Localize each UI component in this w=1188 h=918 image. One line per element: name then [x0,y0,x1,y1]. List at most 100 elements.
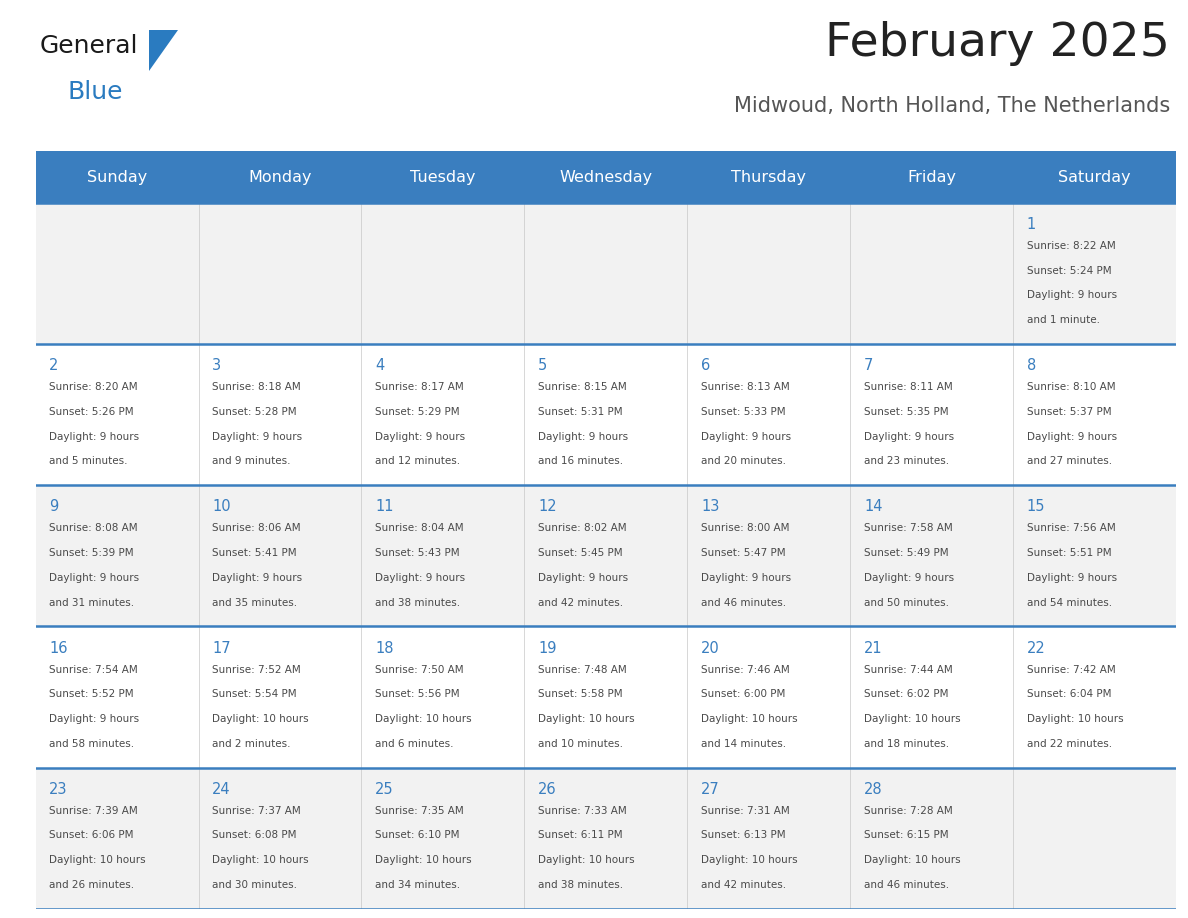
Text: Midwoud, North Holland, The Netherlands: Midwoud, North Holland, The Netherlands [734,95,1170,116]
Text: and 46 minutes.: and 46 minutes. [864,879,949,890]
Text: Sunset: 6:04 PM: Sunset: 6:04 PM [1026,689,1112,700]
Text: Sunrise: 8:17 AM: Sunrise: 8:17 AM [375,382,465,392]
Text: and 31 minutes.: and 31 minutes. [50,598,134,608]
Bar [36,151,198,203]
Text: and 16 minutes.: and 16 minutes. [538,456,624,466]
Text: 8: 8 [1026,358,1036,374]
Text: Sunset: 5:24 PM: Sunset: 5:24 PM [1026,266,1112,275]
Bar [688,151,851,203]
Text: Daylight: 9 hours: Daylight: 9 hours [538,431,628,442]
Text: Daylight: 9 hours: Daylight: 9 hours [213,431,303,442]
Text: Sunrise: 8:04 AM: Sunrise: 8:04 AM [375,523,463,533]
Text: 14: 14 [864,499,883,514]
Text: and 34 minutes.: and 34 minutes. [375,879,460,890]
Text: Sunset: 5:39 PM: Sunset: 5:39 PM [50,548,134,558]
Text: 21: 21 [864,641,883,655]
Text: and 27 minutes.: and 27 minutes. [1026,456,1112,466]
Text: and 2 minutes.: and 2 minutes. [213,739,291,749]
Text: Sunset: 6:13 PM: Sunset: 6:13 PM [701,831,785,841]
Text: Sunrise: 8:18 AM: Sunrise: 8:18 AM [213,382,301,392]
Text: and 38 minutes.: and 38 minutes. [375,598,460,608]
Bar [36,767,1176,909]
Text: and 20 minutes.: and 20 minutes. [701,456,786,466]
Text: Sunrise: 8:13 AM: Sunrise: 8:13 AM [701,382,790,392]
Text: Sunset: 5:49 PM: Sunset: 5:49 PM [864,548,948,558]
Text: and 18 minutes.: and 18 minutes. [864,739,949,749]
Text: Sunrise: 7:37 AM: Sunrise: 7:37 AM [213,806,301,816]
Text: Sunset: 6:15 PM: Sunset: 6:15 PM [864,831,948,841]
Text: Daylight: 9 hours: Daylight: 9 hours [50,714,139,724]
Text: Sunset: 5:31 PM: Sunset: 5:31 PM [538,407,623,417]
Text: Daylight: 10 hours: Daylight: 10 hours [538,714,634,724]
Text: 26: 26 [538,782,557,797]
Text: Daylight: 10 hours: Daylight: 10 hours [538,856,634,865]
Text: General: General [39,34,138,59]
Text: Tuesday: Tuesday [410,170,475,185]
Text: Saturday: Saturday [1059,170,1131,185]
Text: 12: 12 [538,499,557,514]
Text: and 12 minutes.: and 12 minutes. [375,456,460,466]
Text: Sunrise: 7:31 AM: Sunrise: 7:31 AM [701,806,790,816]
Text: Sunrise: 7:33 AM: Sunrise: 7:33 AM [538,806,627,816]
Text: Sunset: 6:08 PM: Sunset: 6:08 PM [213,831,297,841]
Text: 28: 28 [864,782,883,797]
Text: Thursday: Thursday [732,170,807,185]
Text: Sunrise: 7:46 AM: Sunrise: 7:46 AM [701,665,790,675]
Text: Wednesday: Wednesday [560,170,652,185]
Text: Sunrise: 7:39 AM: Sunrise: 7:39 AM [50,806,138,816]
Text: 6: 6 [701,358,710,374]
Text: Daylight: 9 hours: Daylight: 9 hours [701,431,791,442]
Text: and 10 minutes.: and 10 minutes. [538,739,623,749]
Text: Sunrise: 8:11 AM: Sunrise: 8:11 AM [864,382,953,392]
Text: 13: 13 [701,499,720,514]
Text: Daylight: 10 hours: Daylight: 10 hours [375,714,472,724]
Bar [851,151,1013,203]
Text: Sunrise: 8:22 AM: Sunrise: 8:22 AM [1026,241,1116,252]
Text: 20: 20 [701,641,720,655]
Text: and 23 minutes.: and 23 minutes. [864,456,949,466]
Text: Monday: Monday [248,170,311,185]
Text: Daylight: 9 hours: Daylight: 9 hours [1026,573,1117,583]
Text: Sunset: 5:52 PM: Sunset: 5:52 PM [50,689,134,700]
Text: 25: 25 [375,782,393,797]
Text: Sunset: 5:47 PM: Sunset: 5:47 PM [701,548,785,558]
Bar [36,626,1176,767]
Text: Sunset: 5:45 PM: Sunset: 5:45 PM [538,548,623,558]
Text: 18: 18 [375,641,393,655]
Text: Daylight: 9 hours: Daylight: 9 hours [375,431,466,442]
Text: and 38 minutes.: and 38 minutes. [538,879,624,890]
Text: Daylight: 9 hours: Daylight: 9 hours [864,431,954,442]
Text: and 42 minutes.: and 42 minutes. [538,598,624,608]
Text: Sunrise: 7:48 AM: Sunrise: 7:48 AM [538,665,627,675]
Bar [1013,151,1176,203]
Text: 15: 15 [1026,499,1045,514]
Text: and 54 minutes.: and 54 minutes. [1026,598,1112,608]
Text: and 1 minute.: and 1 minute. [1026,315,1100,325]
Bar [524,151,688,203]
Text: 4: 4 [375,358,385,374]
Text: and 22 minutes.: and 22 minutes. [1026,739,1112,749]
Text: and 30 minutes.: and 30 minutes. [213,879,297,890]
Text: Sunset: 6:00 PM: Sunset: 6:00 PM [701,689,785,700]
Text: 19: 19 [538,641,557,655]
Text: 9: 9 [50,499,58,514]
Text: February 2025: February 2025 [826,21,1170,66]
Bar [361,151,524,203]
Text: 5: 5 [538,358,548,374]
Text: 22: 22 [1026,641,1045,655]
Text: Daylight: 10 hours: Daylight: 10 hours [1026,714,1124,724]
Text: Sunrise: 8:20 AM: Sunrise: 8:20 AM [50,382,138,392]
Text: Blue: Blue [68,80,124,104]
Text: Sunset: 5:43 PM: Sunset: 5:43 PM [375,548,460,558]
Text: and 58 minutes.: and 58 minutes. [50,739,134,749]
Text: Sunset: 6:10 PM: Sunset: 6:10 PM [375,831,460,841]
Text: Daylight: 9 hours: Daylight: 9 hours [50,431,139,442]
Text: 7: 7 [864,358,873,374]
Text: Sunset: 5:33 PM: Sunset: 5:33 PM [701,407,785,417]
Text: Sunrise: 7:50 AM: Sunrise: 7:50 AM [375,665,463,675]
Text: 2: 2 [50,358,58,374]
Text: Sunset: 5:56 PM: Sunset: 5:56 PM [375,689,460,700]
Text: Daylight: 10 hours: Daylight: 10 hours [864,714,961,724]
Text: 10: 10 [213,499,230,514]
Text: and 14 minutes.: and 14 minutes. [701,739,786,749]
